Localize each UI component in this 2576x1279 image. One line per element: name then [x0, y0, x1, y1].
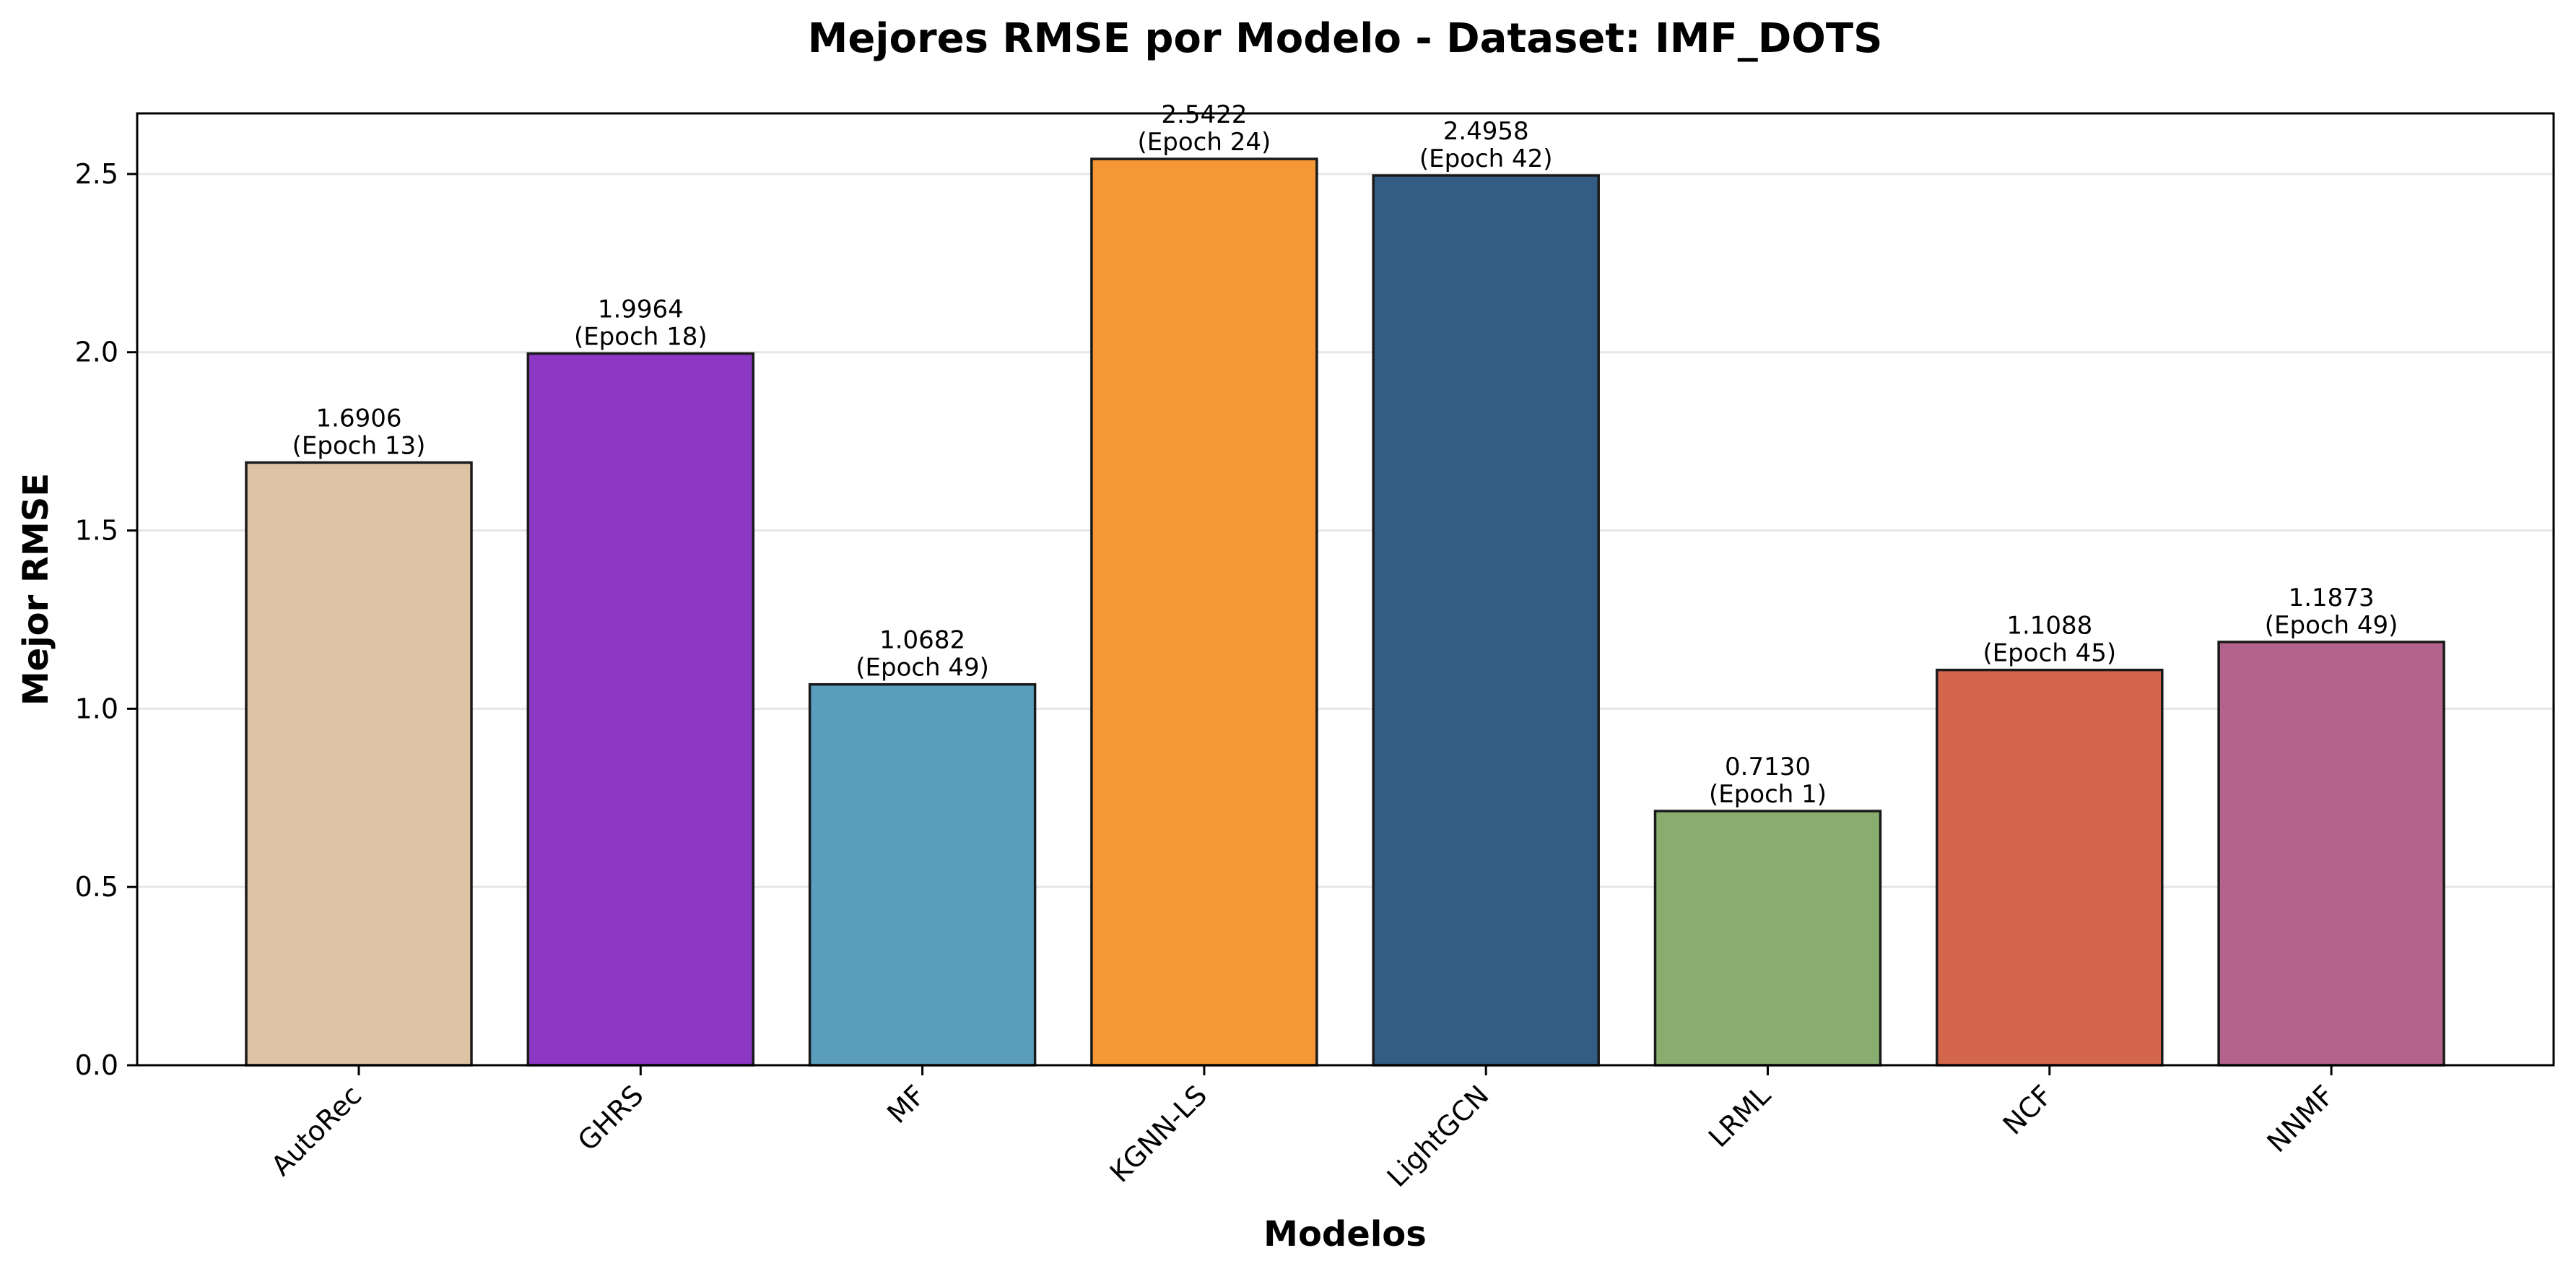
- y-axis-label: Mejor RMSE: [16, 473, 56, 706]
- x-tick-label: NNMF: [2261, 1079, 2341, 1158]
- data-label-layer: 1.6906(Epoch 13)1.9964(Epoch 18)1.0682(E…: [292, 100, 2398, 809]
- bar-kgnn-ls: [1090, 157, 1318, 1067]
- bar-nnmf: [2217, 641, 2445, 1067]
- bar-epoch-label: (Epoch 42): [1419, 144, 1553, 173]
- y-tick-label: 2.0: [75, 337, 118, 368]
- bar-value-label: 2.5422: [1161, 100, 1247, 129]
- plot-frame: [136, 112, 2555, 1067]
- y-tick-label: 2.5: [75, 158, 118, 190]
- bar-value-label: 1.1088: [2006, 612, 2092, 641]
- x-tick-label: LightGCN: [1381, 1079, 1495, 1193]
- bar-value-label: 1.9964: [598, 295, 684, 324]
- bar-epoch-label: (Epoch 13): [292, 431, 426, 460]
- bar-epoch-label: (Epoch 49): [2265, 611, 2398, 640]
- bar-value-label: 1.6906: [316, 404, 402, 433]
- bar-layer: [245, 157, 2445, 1067]
- bar-lightgcn: [1372, 174, 1600, 1067]
- x-axis-ticks: AutoRec GHRS MF KGNN-LS LightGCN LRML NCF NNMF: [265, 1065, 2340, 1193]
- x-tick-label: GHRS: [572, 1079, 650, 1157]
- bar-value-label: 1.0682: [879, 626, 965, 655]
- x-tick-label: AutoRec: [265, 1079, 367, 1182]
- bar-epoch-label: (Epoch 1): [1709, 780, 1827, 809]
- bar-epoch-label: (Epoch 49): [856, 654, 989, 682]
- bar-ncf: [1936, 668, 2164, 1067]
- x-tick-label: LRML: [1702, 1079, 1777, 1153]
- x-axis-label: Modelos: [1263, 1214, 1427, 1254]
- bar-value-label: 1.1873: [2289, 584, 2375, 612]
- chart-title: Mejores RMSE por Modelo - Dataset: IMF_D…: [808, 15, 1883, 62]
- y-tick-label: 1.5: [75, 515, 118, 547]
- y-tick-label: 0.5: [75, 871, 118, 903]
- bar-autorec: [245, 461, 473, 1067]
- x-tick-label: KGNN-LS: [1104, 1079, 1213, 1188]
- x-tick-label: MF: [881, 1079, 931, 1130]
- x-tick-label: NCF: [1997, 1079, 2058, 1140]
- bar-value-label: 2.4958: [1443, 117, 1529, 146]
- bar-epoch-label: (Epoch 45): [1983, 639, 2116, 668]
- bar-ghrs: [526, 352, 755, 1067]
- y-axis-ticks: 0.0 0.5 1.0 1.5 2.0 2.5: [75, 158, 137, 1081]
- grid-layer: [137, 173, 2554, 888]
- y-tick-label: 1.0: [75, 693, 118, 724]
- bar-epoch-label: (Epoch 18): [574, 323, 708, 352]
- bar-epoch-label: (Epoch 24): [1138, 128, 1271, 157]
- bar-value-label: 0.7130: [1725, 753, 1811, 781]
- y-tick-label: 0.0: [75, 1049, 118, 1081]
- bar-mf: [808, 682, 1037, 1067]
- bar-lrml: [1653, 810, 1882, 1067]
